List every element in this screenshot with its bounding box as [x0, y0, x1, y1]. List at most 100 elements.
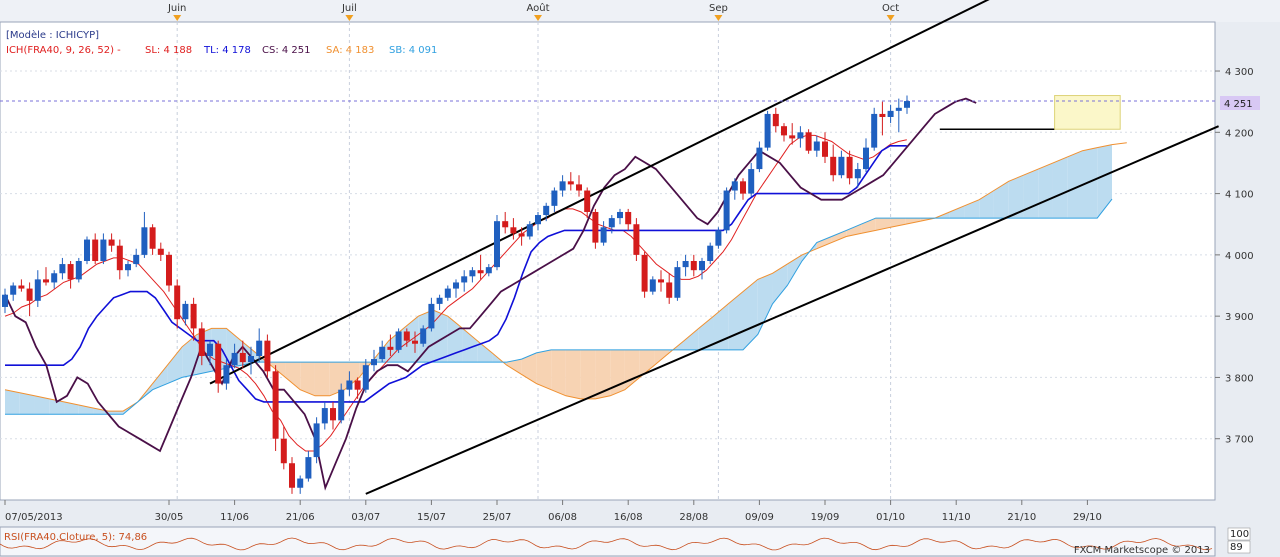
candle [59, 257, 66, 280]
candle-body [830, 156, 837, 176]
candle-body [182, 303, 189, 320]
cloud-segment [108, 411, 124, 415]
cloud-segment [49, 398, 65, 415]
candle-body [822, 141, 828, 157]
rsi-tick-box-mid [1227, 540, 1251, 554]
candle [625, 208, 632, 231]
candle-body [379, 346, 386, 360]
candle [174, 279, 181, 329]
candle [822, 132, 828, 163]
cloud-segment [772, 264, 788, 304]
candle [379, 340, 386, 363]
candle [723, 187, 730, 234]
candle-body [387, 346, 394, 350]
candle-body [444, 288, 451, 298]
candle [535, 211, 541, 231]
x-tick-label: 01/10 [876, 512, 905, 523]
sb-label: SB: 4 091 [389, 45, 437, 56]
cloud-segment [1082, 147, 1098, 219]
candle-body [264, 340, 271, 372]
candle-body [895, 107, 902, 111]
candle-body [198, 328, 205, 356]
candle [2, 288, 8, 314]
x-tick-label: 11/10 [942, 512, 971, 523]
cloud-segment [1097, 144, 1112, 219]
candle-body [412, 340, 418, 344]
candle-body [797, 132, 804, 139]
cloud-segment [182, 334, 197, 378]
cloud-segment [683, 328, 699, 350]
sl-label: SL: 4 188 [145, 45, 192, 56]
candle-body [666, 282, 673, 298]
candle-body [535, 215, 541, 225]
senkou-a-line [4, 142, 1127, 412]
candle-body [231, 352, 238, 366]
candle-body [43, 279, 49, 283]
cloud-segment [64, 401, 79, 415]
trendline [365, 125, 1219, 495]
cloud-segment [314, 362, 330, 396]
tl-label: TL: 4 178 [203, 45, 251, 56]
candle [403, 328, 410, 347]
cloud-segment [1038, 162, 1053, 219]
candle [330, 401, 336, 430]
candle-body [682, 261, 689, 268]
candle [740, 178, 746, 200]
rsi-tick-mid: 89 [1230, 542, 1243, 553]
candle-body [174, 285, 181, 320]
rsi-label: RSI(FRA40.Cloture, 5): 74,86 [4, 532, 147, 543]
candle [887, 104, 894, 124]
chikou-line [4, 97, 977, 491]
cloud-segment [698, 316, 714, 350]
cloud-segment [5, 389, 20, 415]
cloud-segment [551, 349, 566, 396]
candle [502, 211, 509, 234]
candle-body [846, 156, 853, 179]
candle-body [116, 245, 123, 271]
cloud-segment [639, 349, 655, 378]
x-tick-label: 21/06 [286, 512, 315, 523]
cloud-segment [993, 181, 1009, 219]
candle [149, 224, 156, 255]
candle [412, 331, 418, 353]
candle-body [207, 343, 213, 356]
candle [395, 328, 402, 353]
candle [280, 426, 287, 470]
candle [690, 254, 697, 277]
cloud-segment [1067, 150, 1083, 219]
month-label: Juil [341, 3, 357, 14]
candle [789, 123, 796, 145]
candle [658, 270, 664, 292]
plot-area [0, 21, 1216, 501]
cloud-segment [462, 328, 478, 363]
candle-body [641, 254, 648, 292]
y-tick-label: 3 900 [1225, 312, 1254, 323]
month-label: Juin [167, 3, 186, 14]
candle-body [789, 135, 796, 139]
candle [215, 340, 222, 393]
sa-label: SA: 4 183 [326, 45, 374, 56]
candle [617, 208, 623, 225]
candle-body [10, 285, 17, 295]
candle [67, 261, 74, 289]
candle [854, 162, 861, 188]
month-marker-icon [345, 15, 354, 21]
candle-body [690, 261, 697, 271]
candle-body [764, 113, 771, 148]
x-tick-label: 19/09 [811, 512, 840, 523]
candle [297, 475, 304, 494]
candle [748, 162, 755, 197]
x-tick-label: 16/08 [614, 512, 643, 523]
candle [313, 417, 320, 464]
candle-body [863, 147, 869, 170]
legend: [Modèle : ICHICYP] ICH(FRA40, 9, 26, 52)… [6, 29, 437, 56]
cloud-segment [580, 349, 596, 399]
candle-body [108, 239, 115, 246]
candle [182, 300, 189, 326]
candle-body [502, 221, 509, 228]
rsi-tick-top: 100 [1230, 529, 1249, 540]
candle [190, 297, 197, 341]
cloud-segment [949, 205, 965, 219]
candle-body [477, 270, 484, 274]
